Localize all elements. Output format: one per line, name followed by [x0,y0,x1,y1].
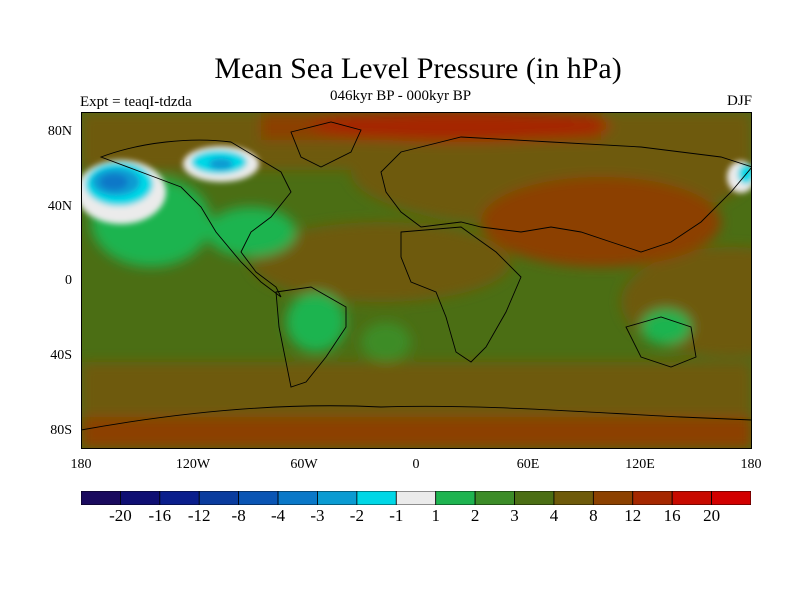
colorbar-tick-label: -4 [270,506,286,525]
colorbar-swatch [81,491,121,505]
colorbar-swatch [514,491,555,505]
field-high-asia [481,177,721,267]
lon-label-120e: 120E [625,457,655,472]
field-low-soatlantic [361,322,411,362]
colorbar-swatch [435,491,476,505]
field-high-atlantic [251,222,511,302]
colorbar-tick-label: -2 [349,506,364,525]
field-antarctic [81,417,752,449]
lat-label-40n: 40N [47,199,72,214]
colorbar-swatch [592,491,634,505]
coast-greenland [290,121,362,168]
colorbar-tick-label: -12 [187,506,211,525]
colorbar-swatch [356,491,397,505]
map-frame [81,112,752,449]
colorbar-tick-label: 3 [510,506,519,525]
lon-label-0: 0 [412,457,420,472]
colorbar-swatch [198,491,240,505]
colorbar-tick-label: 8 [589,506,598,525]
colorbar-tick-label: 20 [703,506,721,525]
colorbar-tick-label: -1 [389,506,404,525]
experiment-label: Expt = teaqI-tdzda [80,94,192,110]
coastlines [81,121,752,431]
lon-label-180e: 180 [740,457,762,472]
colorbar-swatch [474,491,515,505]
field-low-australia [641,309,691,345]
lat-label-40s: 40S [50,348,72,363]
coast-australia [625,316,697,368]
lat-label-0: 0 [65,273,72,288]
colorbar-swatch [671,491,712,505]
colorbar-tick-label: -16 [148,506,172,525]
colorbar-swatch [317,491,358,505]
field-low-aleutian-core [100,174,128,190]
plot-subtitle: 046kyr BP - 000kyr BP [330,88,472,104]
colorbar-tick-label: 4 [549,506,559,525]
colorbar-swatch [277,491,318,505]
colorbar-swatch [120,491,161,505]
coast-africa [400,226,522,363]
colorbar-tick-label: 12 [624,506,642,525]
lon-label-180w: 180 [70,457,92,472]
season-label: DJF [726,93,752,109]
colorbar-tick-label: -3 [310,506,325,525]
coast-antarctica [81,405,752,431]
colorbar-tick-label: 2 [470,506,480,525]
field-low-samerica [286,292,346,352]
colorbar-tick-label: 1 [431,506,440,525]
colorbar-tick-label: -20 [109,506,132,525]
colorbar [81,491,751,505]
lat-label-80n: 80N [47,124,72,139]
field-low-hudson-blue [209,158,233,170]
field-high-pole [311,112,611,142]
lon-label-60e: 60E [516,457,540,472]
coast-south-america [275,286,347,388]
lon-label-60w: 60W [290,457,318,472]
lon-label-120w: 120W [175,457,211,472]
colorbar-swatch [159,491,200,505]
colorbar-swatch [395,491,437,505]
plot-title: Mean Sea Level Pressure (in hPa) [214,52,622,85]
colorbar-swatch [632,491,673,505]
colorbar-swatch [238,491,279,505]
coast-north-america [99,139,292,298]
colorbar-tick-label: -8 [231,506,246,525]
pressure-map [81,112,752,449]
colorbar-swatch [711,491,751,505]
colorbar-tick-label: 16 [663,506,681,525]
lat-label-80s: 80S [50,423,72,438]
colorbar-swatch [553,491,594,505]
coast-europe-asia [380,136,752,253]
